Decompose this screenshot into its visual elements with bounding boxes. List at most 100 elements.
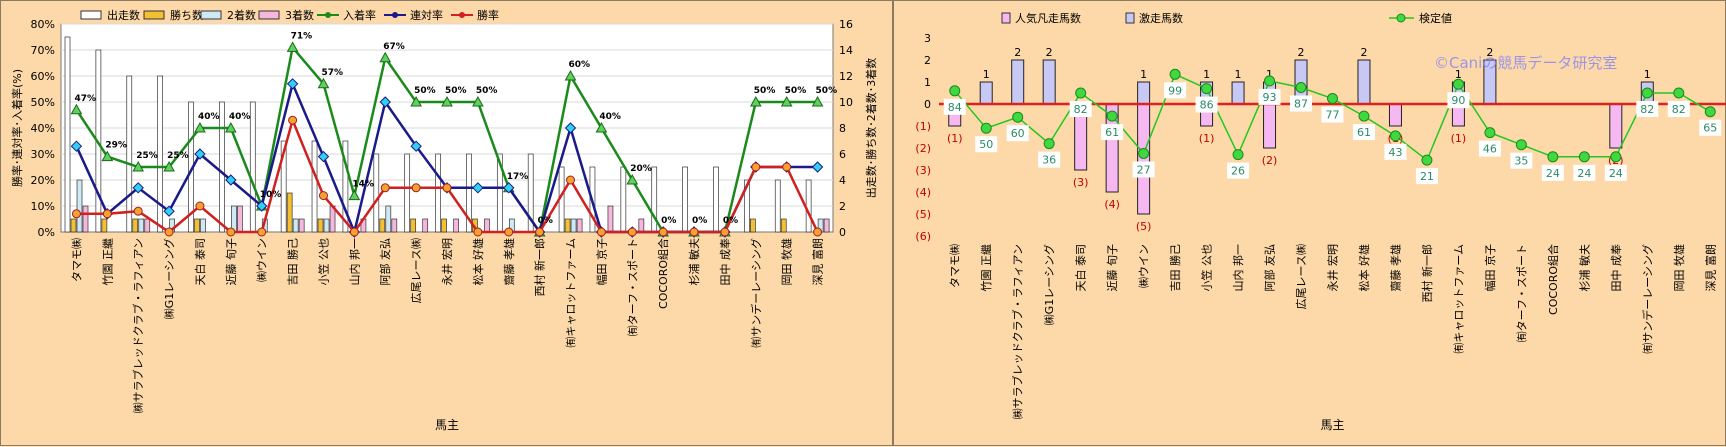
test-value-label: 82 (1640, 103, 1654, 116)
rate-label: 25% (136, 151, 158, 161)
rate-label: 71% (291, 31, 313, 41)
marker-勝率 (782, 162, 792, 172)
tick-label: 2 (924, 54, 931, 67)
legend-label: 3着数 (285, 8, 314, 22)
bar-2着数 (570, 218, 577, 233)
bar-2着数 (138, 218, 145, 233)
bar-出走数 (126, 75, 133, 233)
x-tick-label: 吉田 勝己 (286, 238, 300, 286)
right-tick-label: 10 (839, 96, 853, 109)
hot-count-label: 1 (1235, 68, 1242, 81)
marker-入着率 (410, 95, 422, 107)
fail-count-label: (1) (1451, 132, 1467, 145)
test-value-label: 43 (1388, 146, 1402, 159)
bar-3着数 (82, 205, 89, 233)
x-tick-label: 竹園 正繼 (979, 244, 993, 292)
test-value-label: 84 (948, 101, 962, 114)
rate-label: 57% (321, 68, 343, 78)
value-label-bg (1699, 119, 1722, 136)
bar-勝ち数 (441, 218, 447, 233)
marker-勝率 (133, 206, 143, 216)
x-tick-label: 天白 泰司 (1074, 244, 1088, 292)
bar-出走数 (404, 153, 411, 233)
rate-label: 0% (692, 216, 707, 226)
marker-勝率 (566, 175, 576, 185)
test-value-label: 93 (1263, 91, 1277, 104)
left-axis-title: 勝率･連対率･入着率(%) (10, 69, 24, 187)
bar-激走馬数 (979, 81, 993, 105)
x-tick-label: ㈲ターフ・スポート (626, 238, 639, 336)
marker-勝率 (473, 227, 483, 237)
legend-label: 連対率 (410, 8, 443, 22)
marker-入着率 (441, 95, 453, 107)
left-tick-label: 0% (38, 226, 55, 239)
x-tick-label: 永井 宏明 (1326, 244, 1340, 292)
x-tick-label: 山内 邦一 (347, 238, 361, 286)
right-tick-label: 0 (839, 226, 846, 239)
rate-label: 60% (569, 60, 591, 70)
test-value-label: 82 (1074, 103, 1088, 116)
value-label-bg (943, 98, 966, 115)
hot-count-label: 2 (1046, 46, 1053, 59)
test-value-label: 50 (979, 138, 993, 151)
test-value-label: 90 (1451, 94, 1465, 107)
left-tick-label: 60% (31, 70, 55, 83)
x-tick-label: 阿部 友弘 (1263, 244, 1277, 292)
left-tick-label: 20% (31, 174, 55, 187)
bar-勝ち数 (780, 218, 787, 233)
hot-count-label: 1 (1266, 68, 1273, 81)
bar-3着数 (237, 205, 243, 233)
marker-勝率 (71, 209, 81, 219)
marker-検定値 (1043, 138, 1055, 150)
tick-label: (6) (915, 230, 931, 243)
marker-検定値 (1389, 130, 1401, 142)
value-label-bg (1038, 151, 1061, 168)
value-label-bg (1006, 125, 1029, 142)
bar-人気凡走馬数 (1609, 103, 1623, 149)
test-value-label: 24 (1577, 167, 1591, 180)
bar-3着数 (638, 218, 645, 233)
x-tick-label: 松本 好雄 (471, 238, 485, 286)
x-tick-label: 阿部 友弘 (378, 238, 392, 286)
bar-勝ち数 (564, 218, 571, 233)
marker-勝率 (411, 183, 421, 193)
x-tick-label: 小笠 公也 (1200, 244, 1214, 292)
rate-label: 0% (723, 216, 738, 226)
test-value-label: 61 (1357, 126, 1371, 139)
rate-label: 0% (538, 216, 553, 226)
right-chart-panel: 3 2 1 0 (1) (2) (3) (4) (5) (6) 1 2 2 1 1 1 1 2 2 1 2 1 (1) (3)… (893, 0, 1726, 446)
bar-出走数 (805, 179, 812, 233)
marker-入着率 (749, 95, 762, 107)
bar-2着数 (385, 205, 392, 233)
legend: 人気凡走馬数 激走馬数 検定値 (1001, 11, 1452, 25)
marker-連対率 (225, 174, 237, 186)
x-tick-label: ㈱ウイン (256, 238, 269, 282)
owner-performance-chart: 0% 10% 20% 30% 40% 50% 60% 70% 80% 0 2 4 6 8 10 12 14 16 4… (10, 8, 878, 432)
x-tick-label: 幅田 京子 (594, 238, 608, 286)
marker-検定値 (1610, 151, 1622, 163)
value-label-bg (1415, 168, 1438, 185)
tick-label: (1) (915, 120, 931, 133)
legend-marker (325, 12, 331, 18)
x-tick-label: ㈲キャロットファーム (565, 238, 578, 348)
value-label-bg (1541, 164, 1564, 181)
bar-激走馬数 (1357, 59, 1371, 105)
legend-label: 入着率 (343, 8, 376, 22)
marker-入着率 (317, 77, 330, 89)
x-tick-label: ㈲サンデーレーシング (749, 238, 763, 348)
marker-検定値 (1452, 78, 1464, 90)
bar-人気凡走馬数 (1263, 103, 1277, 149)
x-tick-label: タマモ㈱ (70, 238, 83, 282)
tick-label: (4) (915, 186, 931, 199)
value-label-bg (1352, 124, 1375, 141)
bar-2着数 (76, 179, 83, 233)
tick-label: 3 (924, 32, 931, 45)
marker-入着率 (780, 95, 793, 107)
test-value-label: 21 (1420, 170, 1434, 183)
legend-marker (1396, 13, 1406, 23)
left-tick-label: 70% (31, 44, 55, 57)
marker-検定値 (1547, 151, 1559, 163)
x-tick-label: 山内 邦一 (1231, 244, 1245, 292)
test-value-label: 24 (1546, 167, 1560, 180)
